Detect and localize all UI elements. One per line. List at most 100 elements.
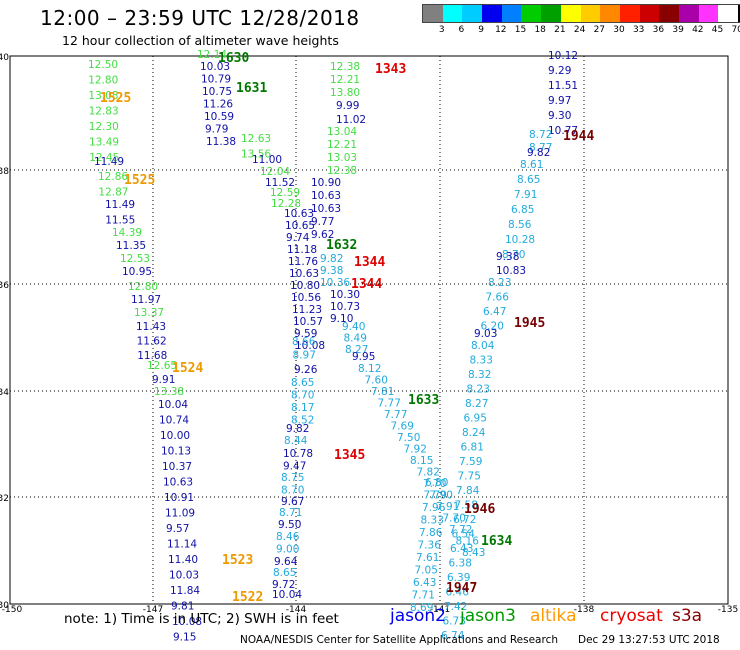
wave-height-value: 8.43 bbox=[462, 547, 485, 559]
wave-height-value: 10.37 bbox=[162, 461, 192, 473]
legend-swatch bbox=[541, 5, 561, 22]
wave-height-value: 10.04 bbox=[158, 399, 188, 411]
pass-time-label: 1344 bbox=[351, 277, 382, 292]
map-grid bbox=[10, 56, 728, 604]
wave-height-value: 9.79 bbox=[205, 124, 228, 136]
legend-label: 45 bbox=[711, 25, 724, 35]
legend-label: 27 bbox=[593, 25, 606, 35]
wave-height-value: 9.97 bbox=[548, 95, 571, 107]
wave-height-value: 6.80 bbox=[425, 477, 448, 489]
wave-height-value: 7.77 bbox=[378, 398, 401, 410]
wave-height-value: 10.63 bbox=[284, 208, 314, 220]
wave-height-value: 7.91 bbox=[514, 189, 537, 201]
wave-height-value: 8.44 bbox=[284, 435, 308, 447]
wave-height-value: 7.86 bbox=[419, 527, 443, 539]
wave-height-value: 10.78 bbox=[283, 448, 313, 460]
pass-time-labels: 1630 1631 1525 1525 1524 1523 1522 1343 1632 1344… bbox=[100, 51, 594, 605]
wave-height-value: 9.38 bbox=[496, 251, 519, 263]
satellite-jason3: jason3 bbox=[460, 606, 516, 626]
wave-height-value: 6.72 bbox=[453, 514, 476, 526]
page-title: 12:00 – 23:59 UTC 12/28/2018 bbox=[40, 6, 360, 30]
wave-height-value: 11.18 bbox=[287, 244, 317, 256]
wave-height-value: 9.59 bbox=[294, 328, 317, 340]
wave-height-value: 12.45 bbox=[89, 152, 119, 164]
wave-height-value: 9.81 bbox=[171, 601, 194, 613]
wave-height-value: 11.49 bbox=[105, 199, 135, 211]
wave-height-value: 11.55 bbox=[105, 215, 135, 227]
wave-height-value: 11.26 bbox=[203, 99, 233, 111]
wave-height-value: 11.38 bbox=[206, 136, 236, 148]
wave-height-value: 12.38 bbox=[327, 165, 357, 177]
wave-height-value: 7.70 bbox=[443, 513, 466, 525]
legend-swatch bbox=[442, 5, 463, 22]
wave-height-value: 11.51 bbox=[548, 80, 578, 92]
wave-height-value: 9.64 bbox=[274, 556, 298, 568]
wave-height-value: 7.61 bbox=[416, 552, 439, 564]
wave-height-value: 8.27 bbox=[465, 398, 488, 410]
wave-height-value: 11.14 bbox=[167, 539, 197, 551]
pass-time-label: 1947 bbox=[446, 581, 477, 596]
wave-height-value: 7.72 bbox=[449, 524, 472, 536]
pass-time-label: 1523 bbox=[222, 553, 253, 568]
wave-height-value: 8.27 bbox=[345, 344, 368, 356]
wave-height-value: 11.00 bbox=[252, 154, 282, 166]
wave-height-value: 12.80 bbox=[88, 75, 118, 87]
latitude-tick-label: 40 bbox=[0, 53, 9, 63]
longitude-tick-label: -150 bbox=[2, 605, 23, 615]
wave-height-value: 10.75 bbox=[202, 86, 232, 98]
legend-label: 18 bbox=[534, 25, 546, 35]
wave-height-value: 8.77 bbox=[529, 142, 552, 154]
legend-label: 24 bbox=[573, 25, 586, 35]
legend-swatch bbox=[698, 5, 719, 22]
legend-swatch bbox=[521, 5, 542, 22]
wave-height-value: 11.40 bbox=[168, 554, 198, 566]
wave-height-value: 12.21 bbox=[330, 74, 360, 86]
wave-height-value: 11.68 bbox=[137, 350, 167, 362]
legend-label: 30 bbox=[613, 25, 625, 35]
wave-height-value: 6.85 bbox=[511, 204, 534, 216]
wave-height-value: 12.86 bbox=[98, 171, 128, 183]
wave-height-value: 10.79 bbox=[201, 74, 231, 86]
pass-time-label: 1345 bbox=[334, 448, 365, 463]
legend-label: 21 bbox=[554, 25, 566, 35]
wave-height-value: 13.04 bbox=[327, 126, 357, 138]
wave-height-value: 12.21 bbox=[327, 139, 357, 151]
wave-height-value: 8.70 bbox=[502, 249, 525, 261]
legend-label: 12 bbox=[495, 25, 507, 35]
wave-height-value: 12.80 bbox=[128, 281, 158, 293]
wave-height-value: 12.28 bbox=[271, 198, 301, 210]
wave-height-value: 8.49 bbox=[344, 333, 367, 345]
wave-height-value: 8.16 bbox=[456, 536, 480, 548]
wave-height-value: 9.40 bbox=[342, 321, 365, 333]
wave-height-value: 11.35 bbox=[116, 240, 146, 252]
wave-height-value: 6.39 bbox=[447, 572, 470, 584]
wave-height-value: 7.79 bbox=[424, 490, 447, 502]
wave-height-value: 7.75 bbox=[458, 471, 481, 483]
wave-height-value: 9.62 bbox=[311, 229, 334, 241]
legend-label: 39 bbox=[672, 25, 684, 35]
pass-time-label: 1522 bbox=[232, 590, 263, 605]
timestamp-text: Dec 29 13:27:53 UTC 2018 bbox=[578, 634, 720, 646]
wave-height-value: 9.57 bbox=[166, 523, 189, 535]
wave-height-value: 6.73 bbox=[443, 616, 466, 628]
wave-height-value: 6.81 bbox=[461, 442, 484, 454]
wave-height-value: 13.03 bbox=[327, 152, 357, 164]
wave-height-value: 10.73 bbox=[330, 301, 360, 313]
wave-height-value: 9.38 bbox=[320, 265, 343, 277]
wave-height-value: 9.10 bbox=[330, 313, 353, 325]
legend-swatch bbox=[423, 5, 443, 22]
wave-height-value: 9.74 bbox=[286, 232, 310, 244]
legend-label: 42 bbox=[692, 25, 704, 35]
wave-height-value: 7.50 bbox=[397, 432, 420, 444]
wave-height-value: 10.56 bbox=[291, 292, 321, 304]
wave-height-value: 10.65 bbox=[285, 220, 315, 232]
wave-height-value: 6.43 bbox=[413, 577, 436, 589]
wave-height-value: 6.43 bbox=[450, 543, 473, 555]
wave-height-value: 7.66 bbox=[486, 292, 510, 304]
legend-label: 33 bbox=[632, 25, 645, 35]
wave-height-value: 11.43 bbox=[136, 321, 166, 333]
wave-height-value: 7.91 bbox=[436, 501, 459, 513]
wave-height-value: 7.82 bbox=[417, 467, 440, 479]
wave-height-value: 12.38 bbox=[330, 61, 360, 73]
wave-height-value: 6.95 bbox=[464, 413, 487, 425]
